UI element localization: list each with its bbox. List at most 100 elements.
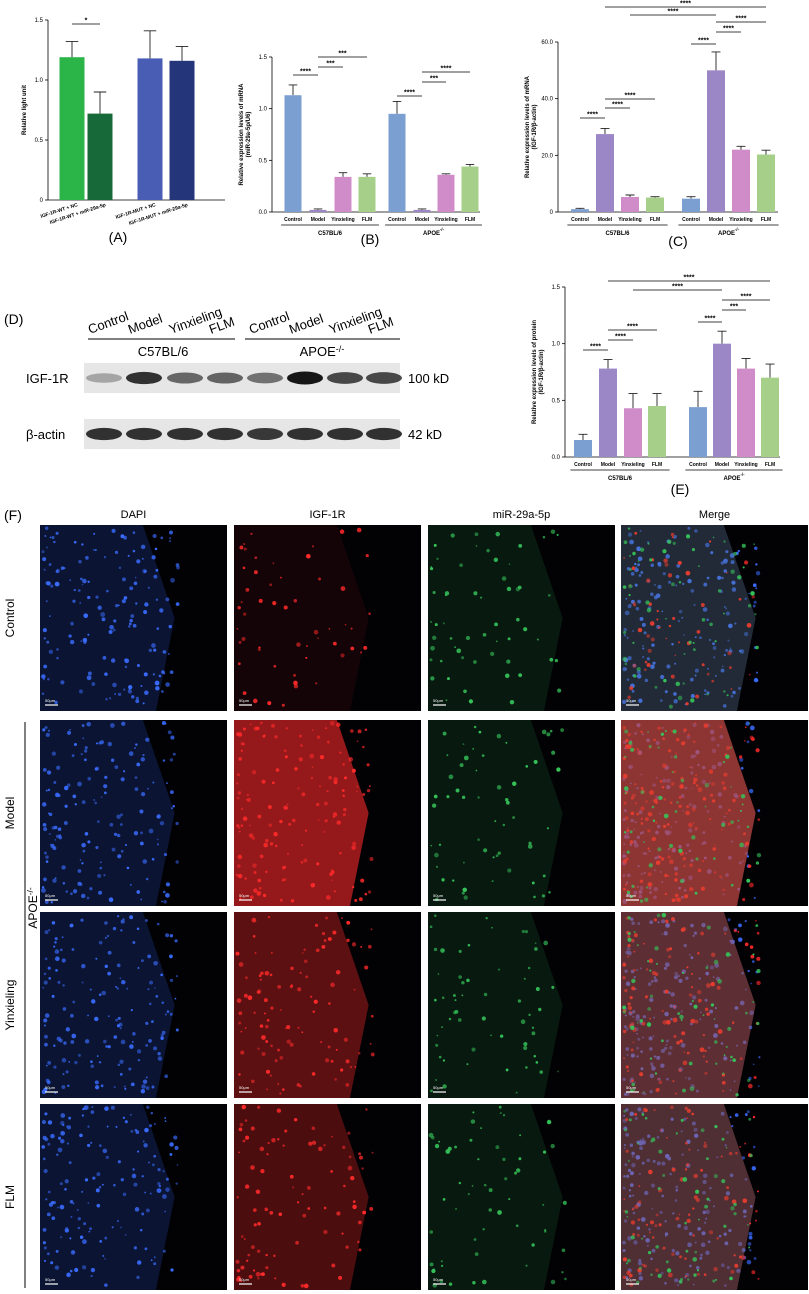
cell bbox=[60, 1139, 65, 1144]
cell bbox=[655, 1268, 659, 1272]
cell bbox=[756, 852, 762, 858]
cell bbox=[59, 1182, 63, 1186]
cell bbox=[440, 1260, 443, 1263]
cell bbox=[331, 1135, 333, 1138]
cell bbox=[173, 1135, 178, 1140]
cell bbox=[630, 1025, 635, 1031]
cell bbox=[712, 646, 717, 650]
cell bbox=[441, 1026, 443, 1028]
cell bbox=[333, 1027, 339, 1033]
cell bbox=[458, 975, 462, 979]
cell bbox=[725, 648, 729, 652]
cell bbox=[46, 640, 50, 644]
cell bbox=[265, 1266, 269, 1270]
cell bbox=[680, 1118, 684, 1122]
cell bbox=[98, 1144, 102, 1148]
cell bbox=[257, 1222, 261, 1226]
cell bbox=[494, 622, 498, 627]
cell bbox=[649, 558, 653, 562]
cell bbox=[236, 627, 239, 630]
cell bbox=[135, 699, 140, 704]
significance-label: *** bbox=[326, 61, 334, 68]
cell bbox=[636, 1142, 640, 1145]
cell bbox=[250, 1126, 255, 1131]
cell bbox=[342, 812, 347, 817]
image-background bbox=[234, 1104, 421, 1290]
cell bbox=[456, 648, 462, 654]
significance-label: **** bbox=[590, 344, 601, 351]
error-bar bbox=[338, 172, 348, 177]
tissue bbox=[428, 1104, 563, 1290]
cell bbox=[41, 692, 45, 696]
cell bbox=[153, 1046, 158, 1051]
cell bbox=[98, 940, 103, 945]
cell bbox=[562, 1200, 567, 1205]
cell bbox=[625, 1132, 630, 1137]
cell bbox=[61, 1085, 66, 1089]
cell bbox=[140, 684, 143, 687]
cell bbox=[725, 1130, 729, 1134]
y-tick-label: 0 bbox=[40, 198, 44, 204]
scale-bar-label: 50μm bbox=[45, 698, 56, 703]
cell bbox=[122, 577, 126, 582]
cell bbox=[627, 934, 631, 939]
cell bbox=[114, 693, 117, 695]
significance-label: **** bbox=[300, 69, 311, 76]
cell bbox=[170, 577, 175, 583]
cell bbox=[713, 1205, 715, 1208]
scale-bar-label: 50μm bbox=[626, 698, 637, 703]
cell bbox=[49, 843, 52, 846]
cell bbox=[624, 816, 629, 820]
cell bbox=[94, 766, 100, 771]
cell bbox=[442, 622, 445, 625]
cell bbox=[270, 1006, 274, 1010]
cell bbox=[506, 659, 511, 664]
cell bbox=[161, 1001, 165, 1004]
cell bbox=[277, 1048, 280, 1052]
cell bbox=[42, 628, 47, 633]
cell bbox=[665, 1043, 668, 1046]
cell bbox=[725, 607, 728, 610]
cell bbox=[60, 1130, 65, 1136]
x-tick-label: Yinxieling bbox=[621, 462, 644, 468]
cell bbox=[265, 1069, 271, 1074]
cell bbox=[120, 919, 125, 924]
image-background bbox=[428, 1104, 615, 1290]
cell bbox=[93, 532, 96, 535]
cell bbox=[692, 648, 696, 652]
cell bbox=[62, 1073, 65, 1076]
cell bbox=[670, 992, 675, 997]
cell bbox=[145, 1076, 148, 1079]
cell bbox=[462, 887, 467, 893]
cell bbox=[154, 547, 158, 551]
cell bbox=[365, 553, 369, 558]
band bbox=[207, 427, 243, 441]
cell bbox=[269, 1211, 274, 1215]
cell bbox=[478, 730, 482, 734]
cell bbox=[706, 1012, 710, 1016]
cell bbox=[664, 962, 670, 968]
cell bbox=[638, 1271, 642, 1276]
cell bbox=[658, 1149, 663, 1154]
cell bbox=[623, 1147, 626, 1149]
cell bbox=[477, 1158, 480, 1161]
cell bbox=[150, 1111, 153, 1115]
cell bbox=[627, 931, 631, 936]
cell bbox=[665, 554, 670, 559]
cell bbox=[725, 571, 728, 574]
cell bbox=[269, 973, 273, 977]
cell bbox=[145, 737, 150, 742]
cell bbox=[363, 645, 368, 650]
cell bbox=[51, 535, 55, 540]
cell bbox=[169, 758, 174, 762]
significance-label: **** bbox=[612, 102, 623, 109]
cell bbox=[721, 781, 725, 785]
cell bbox=[683, 634, 685, 636]
cell bbox=[364, 892, 368, 896]
bar bbox=[59, 57, 85, 201]
cell bbox=[42, 986, 44, 989]
cell bbox=[546, 732, 551, 737]
cell bbox=[497, 1210, 502, 1215]
cell bbox=[752, 953, 755, 956]
cell bbox=[639, 1072, 644, 1077]
